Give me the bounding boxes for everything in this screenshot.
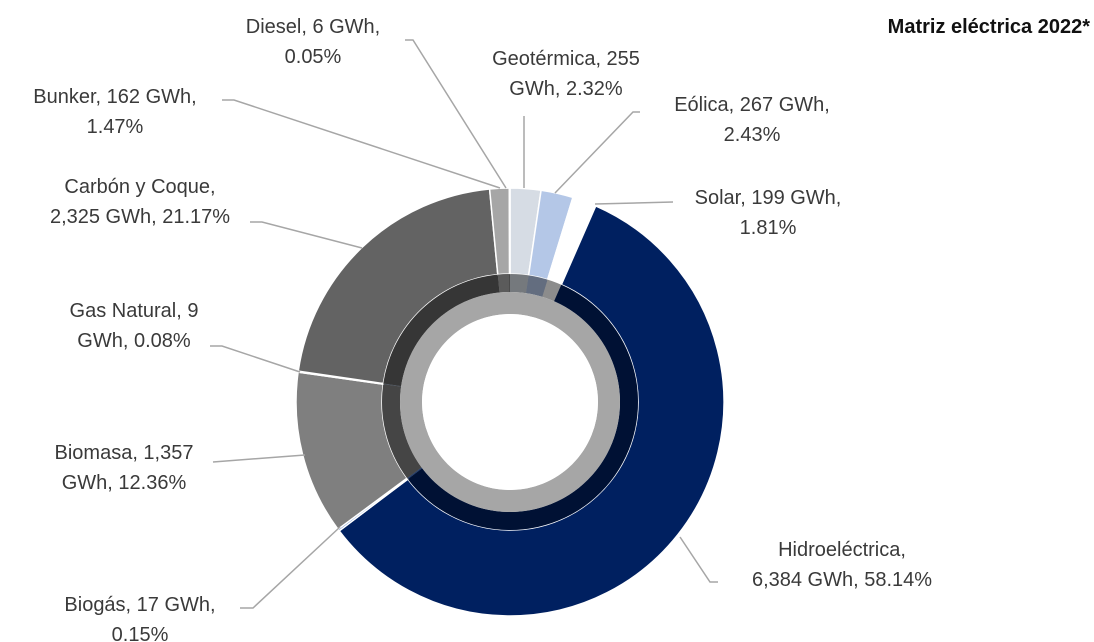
chart-title: Matriz eléctrica 2022* (888, 16, 1090, 39)
leader-line (213, 455, 305, 462)
page: Matriz eléctrica 2022* Geotérmica, 255 G… (0, 0, 1094, 642)
leader-line (680, 537, 718, 582)
hole (422, 314, 598, 490)
data-label: Hidroeléctrica, 6,384 GWh, 58.14% (752, 535, 932, 595)
leader-line (210, 346, 300, 372)
leader-line (405, 40, 506, 188)
donut-slice (509, 188, 510, 274)
data-label: Biogás, 17 GWh, 0.15% (64, 590, 215, 642)
data-label: Biomasa, 1,357 GWh, 12.36% (55, 438, 194, 498)
data-label: Geotérmica, 255 GWh, 2.32% (492, 44, 640, 104)
data-label: Eólica, 267 GWh, 2.43% (674, 90, 830, 150)
leader-line (595, 202, 673, 204)
leader-line (240, 527, 340, 608)
data-label: Solar, 199 GWh, 1.81% (695, 183, 842, 243)
leader-line (250, 222, 362, 248)
leader-line (555, 112, 640, 193)
data-label: Carbón y Coque, 2,325 GWh, 21.17% (50, 172, 230, 232)
data-label: Bunker, 162 GWh, 1.47% (33, 82, 196, 142)
data-label: Gas Natural, 9 GWh, 0.08% (70, 296, 199, 356)
data-label: Diesel, 6 GWh, 0.05% (246, 12, 380, 72)
